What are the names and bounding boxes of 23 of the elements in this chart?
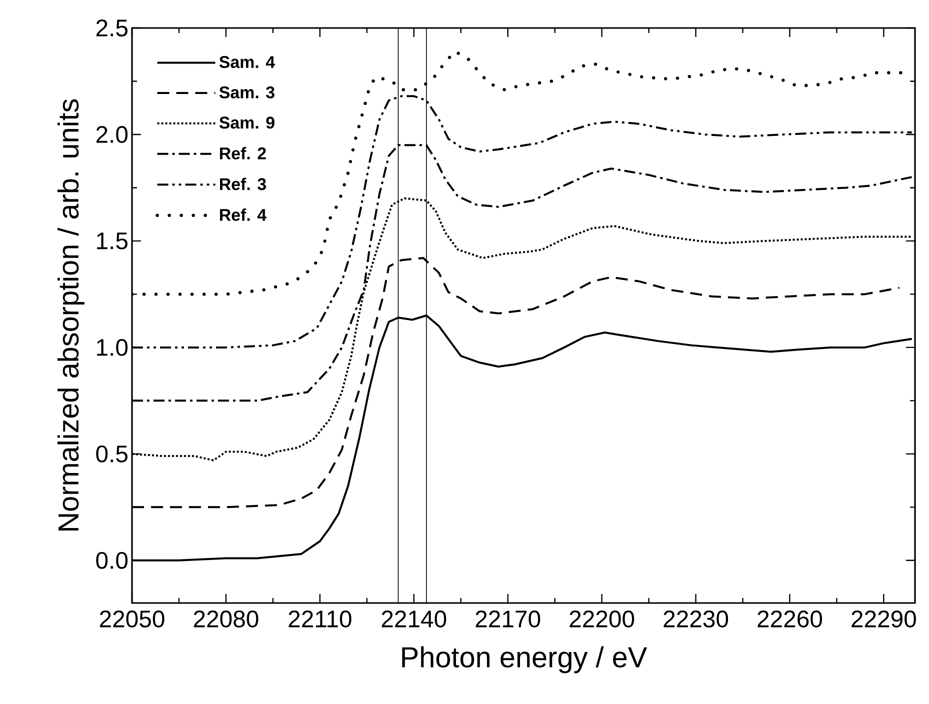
x-tick-label: 22050 [100, 610, 164, 628]
x-axis-title: Photon energy / eV [402, 646, 648, 674]
legend-label: Sam. 9 [219, 116, 274, 129]
y-tick-label: 0.5 [96, 445, 128, 462]
x-tick-label: 22200 [570, 610, 634, 628]
x-tick-label: 22170 [476, 610, 540, 628]
y-tick-label: 2.0 [96, 126, 128, 143]
legend-label: Ref. 4 [220, 208, 266, 221]
y-axis-title: Normalized absorption / arb. units [57, 99, 84, 530]
legend-label: Ref. 2 [220, 146, 266, 160]
y-tick-label: 2.5 [96, 20, 128, 36]
x-tick-label: 22290 [852, 610, 916, 628]
legend-label: Ref. 3 [220, 178, 266, 190]
y-tick-label: 1.0 [97, 338, 128, 356]
x-tick-label: 22260 [758, 610, 822, 628]
x-tick-label: 22080 [194, 610, 258, 628]
legend-label: Sam. 4 [219, 56, 275, 68]
legend-label: Sam. 3 [219, 86, 274, 98]
x-tick-label: 22140 [382, 610, 446, 628]
y-tick-label: 0.0 [96, 552, 128, 569]
x-tick-label: 22230 [664, 610, 728, 628]
y-tick-label: 1.5 [97, 232, 128, 250]
x-tick-label: 22110 [288, 610, 352, 628]
